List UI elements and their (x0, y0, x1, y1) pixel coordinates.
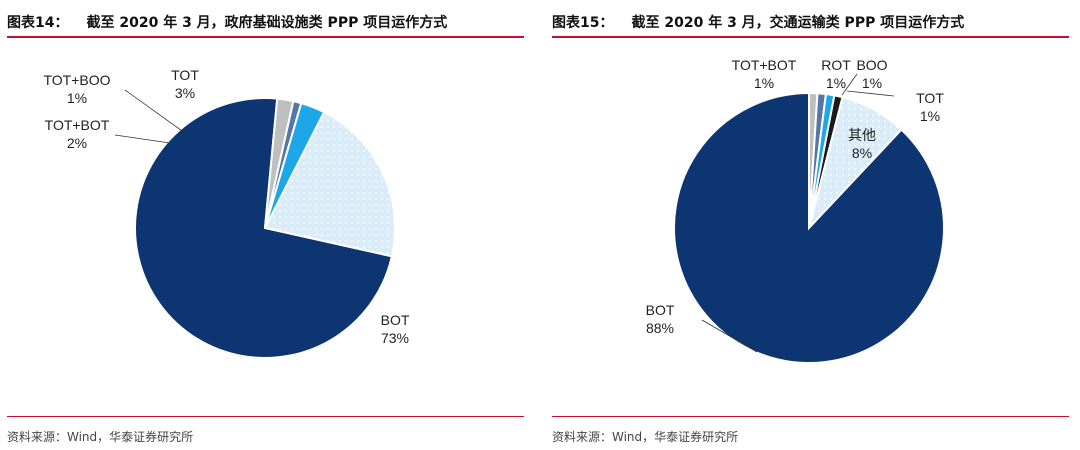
slice-label-other: 其他 (848, 127, 876, 143)
pie-slice-boo (808, 92, 836, 229)
slice-label-rot: ROT (821, 57, 851, 73)
title-rule (7, 36, 524, 38)
chart-panel-14: 图表14：截至 2020 年 3 月，政府基础设施类 PPP 项目运作方式 其他… (7, 0, 532, 450)
slice-label-bot: BOT (646, 302, 675, 318)
source-rule (7, 416, 524, 417)
figure-number: 图表15： (552, 15, 614, 31)
leader-line-tot (846, 90, 895, 97)
slice-value-bot: 73% (381, 330, 409, 346)
leader-line-bot (701, 319, 758, 353)
pie-chart-15: TOT 1% 其他 8% BOT 88% TOT+BOT 1% ROT 1% BOO 1% (646, 57, 945, 364)
figure-title: 图表15： 截至 2020 年 3 月，交通运输类 PPP 项目运作方式 (552, 12, 964, 32)
pie-slice-other (263, 110, 396, 258)
source-note: 资料来源：Wind，华泰证券研究所 (7, 430, 194, 444)
slice-value-tot-bot: 2% (67, 135, 87, 151)
slice-label-tot-boo: TOT+BOO (43, 72, 110, 88)
figure-number: 图表14： (7, 15, 69, 31)
source-rule (552, 416, 1069, 417)
figure-title-text: 截至 2020 年 3 月，政府基础设施类 PPP 项目运作方式 (86, 15, 448, 31)
slice-label-tot-bot: TOT+BOT (732, 57, 797, 73)
figure-title: 图表14： 截至 2020 年 3 月，政府基础设施类 PPP 项目运作方式 (7, 12, 447, 32)
slice-value-tot-bot: 1% (754, 75, 774, 91)
leader-line-boo (841, 73, 858, 96)
slice-value-tot: 1% (920, 108, 940, 124)
slice-label-tot: TOT (916, 90, 944, 106)
leader-line-tot-boo (124, 89, 186, 134)
figure-title-text: 截至 2020 年 3 月，交通运输类 PPP 项目运作方式 (631, 15, 965, 31)
slice-value-boo: 1% (862, 75, 882, 91)
pie-slice-bot (134, 97, 394, 359)
slice-value-tot: 3% (175, 85, 195, 101)
slice-label-tot: TOT (171, 67, 199, 83)
slice-label-bot: BOT (381, 312, 410, 328)
slice-value-other: 8% (852, 145, 872, 161)
slice-label-tot-bot: TOT+BOT (45, 117, 110, 133)
leader-line-tot-bot (114, 134, 171, 144)
source-note: 资料来源：Wind，华泰证券研究所 (552, 430, 739, 444)
slice-label-boo: BOO (856, 57, 887, 73)
pie-slice-tot (264, 101, 326, 229)
title-rule (552, 36, 1069, 38)
slice-value-bot: 88% (646, 320, 674, 336)
slice-value-rot: 1% (826, 75, 846, 91)
slice-value-tot-boo: 1% (67, 90, 87, 106)
chart-panel-15: 图表15： 截至 2020 年 3 月，交通运输类 PPP 项目运作方式 TOT 1… (552, 0, 1077, 450)
